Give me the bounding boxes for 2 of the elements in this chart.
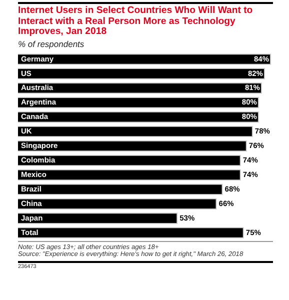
chart-title: Internet Users in Select Countries Who Will Want to Interact with a Real Person More as Technology Improves, Jan 2018	[18, 5, 254, 38]
chart-subtitle: % of respondents	[18, 38, 86, 48]
